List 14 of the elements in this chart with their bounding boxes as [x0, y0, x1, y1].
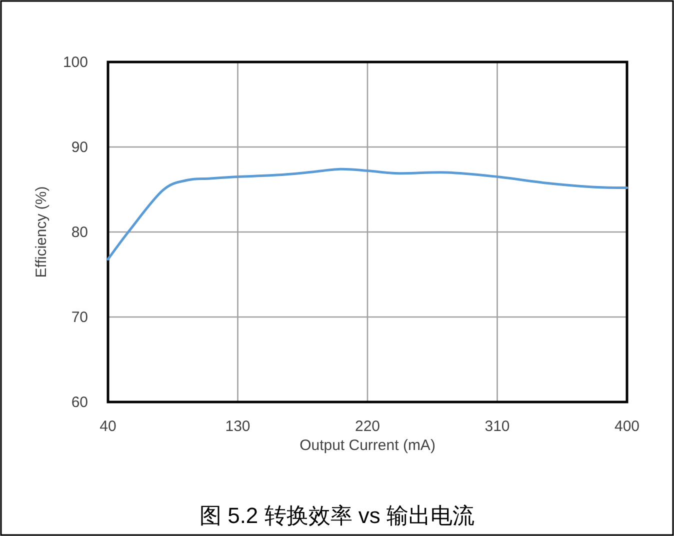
y-tick-label: 100 [62, 54, 88, 71]
y-tick-label: 90 [71, 139, 88, 156]
y-tick-label: 80 [71, 224, 88, 241]
x-tick-label: 130 [225, 418, 250, 435]
caption: 图 5.2 转换效率 vs 输出电流 [199, 503, 475, 528]
x-tick-label: 220 [354, 418, 380, 435]
y-tick-label: 70 [71, 309, 88, 326]
y-tick-label: 60 [71, 394, 88, 411]
x-axis-title: Output Current (mA) [300, 437, 436, 454]
y-axis-title: Efficiency (%) [33, 186, 50, 278]
x-tick-label: 400 [614, 418, 640, 435]
x-tick-label: 40 [100, 418, 116, 435]
line-series [106, 168, 628, 260]
x-tick-label: 310 [484, 418, 510, 435]
